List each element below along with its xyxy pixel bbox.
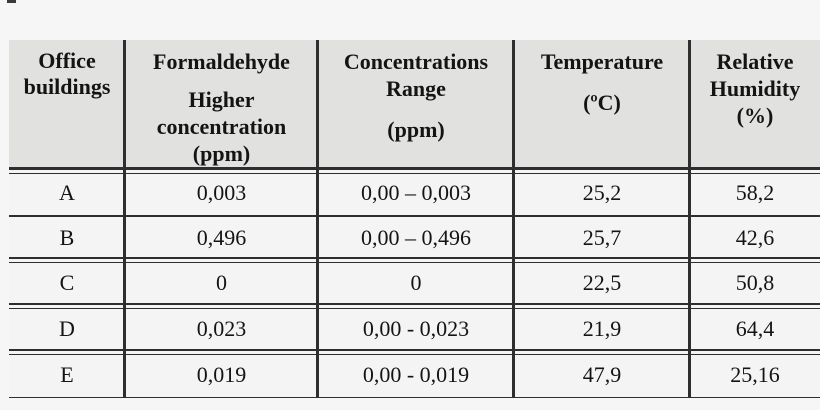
header-temperature-unit: (ºC) bbox=[583, 90, 621, 115]
row-a-bottom-rule bbox=[9, 215, 820, 218]
header-formaldehyde-title: Formaldehyde bbox=[153, 49, 290, 74]
header-concentrations-range-text: Concentrations Range (ppm) bbox=[344, 48, 488, 143]
header-relative-humidity-text: Relative Humidity (%) bbox=[710, 48, 800, 129]
column-divider-1 bbox=[123, 40, 126, 398]
header-range-unit: (ppm) bbox=[387, 117, 445, 142]
cell-range-e: 0,00 - 0,019 bbox=[318, 352, 514, 398]
row-d-bottom-rule-2 bbox=[9, 353, 820, 356]
cell-higher-concentration-c: 0 bbox=[125, 260, 318, 306]
header-formaldehyde-sub2: concentration bbox=[156, 114, 287, 139]
header-humidity-line1: Relative bbox=[716, 49, 794, 74]
cell-temperature-b: 25,7 bbox=[514, 216, 690, 260]
cell-building-e: E bbox=[9, 352, 125, 398]
cell-temperature-d: 21,9 bbox=[514, 306, 690, 352]
header-office-line1: Office bbox=[38, 48, 96, 73]
cell-humidity-b: 42,6 bbox=[690, 216, 820, 260]
cell-higher-concentration-a: 0,003 bbox=[125, 170, 318, 216]
cell-building-b: B bbox=[9, 216, 125, 260]
header-formaldehyde-sub3: (ppm) bbox=[192, 141, 251, 166]
cell-temperature-e: 47,9 bbox=[514, 352, 690, 398]
cell-range-d: 0,00 - 0,023 bbox=[318, 306, 514, 352]
cell-range-b: 0,00 – 0,496 bbox=[318, 216, 514, 260]
column-divider-4 bbox=[688, 40, 691, 398]
cell-humidity-c: 50,8 bbox=[690, 260, 820, 306]
scan-artifact-line bbox=[7, 0, 16, 3]
row-d-bottom-rule-1 bbox=[9, 349, 820, 351]
cell-higher-concentration-e: 0,019 bbox=[125, 352, 318, 398]
cell-higher-concentration-d: 0,023 bbox=[125, 306, 318, 352]
data-table: Office buildings Formaldehyde Higher con… bbox=[9, 40, 820, 398]
header-office-buildings-text: Office buildings bbox=[24, 48, 111, 100]
header-bottom-rule-thin bbox=[9, 172, 820, 174]
header-concentrations-range: Concentrations Range (ppm) bbox=[318, 40, 514, 170]
cell-humidity-d: 64,4 bbox=[690, 306, 820, 352]
column-divider-2 bbox=[316, 40, 319, 398]
header-humidity-line3: (%) bbox=[736, 103, 774, 128]
row-b-bottom-rule-2 bbox=[9, 261, 820, 264]
header-bottom-rule bbox=[9, 167, 820, 170]
header-temperature-text: Temperature (ºC) bbox=[541, 48, 663, 116]
cell-humidity-a: 58,2 bbox=[690, 170, 820, 216]
cell-range-c: 0 bbox=[318, 260, 514, 306]
cell-building-a: A bbox=[9, 170, 125, 216]
header-range-line2: Range bbox=[386, 76, 446, 101]
row-e-bottom-rule bbox=[9, 396, 820, 399]
header-formaldehyde-sub1: Higher bbox=[188, 87, 255, 112]
cell-range-a: 0,00 – 0,003 bbox=[318, 170, 514, 216]
cell-higher-concentration-b: 0,496 bbox=[125, 216, 318, 260]
row-b-bottom-rule-1 bbox=[9, 257, 820, 259]
header-humidity-line2: Humidity bbox=[709, 76, 801, 101]
header-relative-humidity: Relative Humidity (%) bbox=[690, 40, 820, 170]
cell-temperature-a: 25,2 bbox=[514, 170, 690, 216]
header-temperature-title: Temperature bbox=[540, 49, 664, 74]
cell-temperature-c: 22,5 bbox=[514, 260, 690, 306]
cell-building-c: C bbox=[9, 260, 125, 306]
row-c-bottom-rule-2 bbox=[9, 307, 820, 310]
header-office-buildings: Office buildings bbox=[9, 40, 125, 170]
row-c-bottom-rule-1 bbox=[9, 303, 820, 305]
cell-humidity-e: 25,16 bbox=[690, 352, 820, 398]
header-formaldehyde: Formaldehyde Higher concentration (ppm) bbox=[125, 40, 318, 170]
header-office-line2: buildings bbox=[23, 74, 111, 99]
cell-building-d: D bbox=[9, 306, 125, 352]
column-divider-3 bbox=[512, 40, 515, 398]
header-range-line1: Concentrations bbox=[343, 49, 489, 74]
header-temperature: Temperature (ºC) bbox=[514, 40, 690, 170]
header-formaldehyde-text: Formaldehyde Higher concentration (ppm) bbox=[153, 48, 290, 167]
